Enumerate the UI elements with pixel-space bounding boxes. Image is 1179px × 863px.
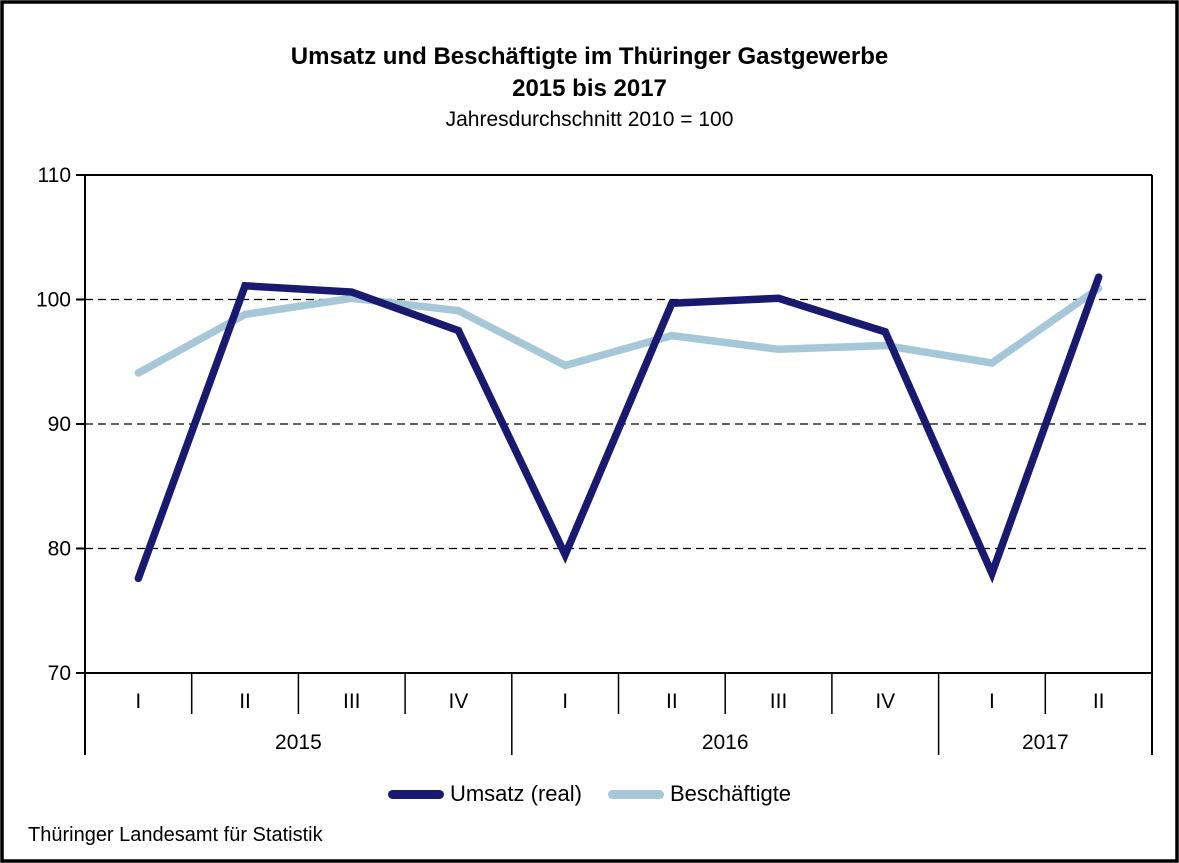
y-tick-label-110: 110 (38, 164, 71, 187)
y-tick-label-70: 70 (48, 662, 71, 685)
legend-label-umsatz: Umsatz (real) (449, 781, 582, 806)
legend: Umsatz (real) Beschäftigte (0, 781, 1179, 807)
series-line-Umsatz (real) (134, 273, 1103, 584)
x-tick-label-quarter: I (562, 690, 568, 713)
legend-item-beschaeftigte: Beschäftigte (607, 781, 792, 807)
legend-swatch-umsatz-icon (387, 789, 444, 799)
x-tick-label-quarter: II (239, 690, 251, 713)
series-line-Beschäftigte (134, 284, 1103, 377)
x-tick-label-quarter: II (666, 690, 678, 713)
chart-subtitle: Jahresdurchschnitt 2010 = 100 (445, 108, 734, 131)
x-tick-label-quarter: III (343, 690, 361, 713)
x-year-label-2015: 2015 (275, 731, 322, 754)
y-tick-label-90: 90 (48, 413, 71, 436)
x-tick-label-quarter: I (135, 690, 141, 713)
x-tick-label-quarter: II (1093, 690, 1105, 713)
legend-label-beschaeftigte: Beschäftigte (669, 781, 792, 806)
x-tick-label-quarter: IV (875, 690, 895, 713)
x-tick-label-quarter: I (989, 690, 995, 713)
chart-title-line1: Umsatz und Beschäftigte im Thüringer Gas… (290, 43, 889, 70)
x-tick-label-quarter: IV (449, 690, 469, 713)
legend-swatch-beschaeftigte-icon (607, 789, 664, 799)
chart-title-line2: 2015 bis 2017 (512, 75, 667, 102)
legend-item-umsatz: Umsatz (real) (387, 781, 582, 807)
y-tick-label-80: 80 (48, 538, 71, 561)
source-note: Thüringer Landesamt für Statistik (28, 824, 323, 846)
x-year-label-2017: 2017 (1022, 731, 1069, 754)
y-tick-label-100: 100 (36, 289, 71, 312)
x-year-label-2016: 2016 (702, 731, 749, 754)
x-tick-label-quarter: III (770, 690, 788, 713)
chart-title-block: Umsatz und Beschäftigte im Thüringer Gas… (0, 41, 1179, 134)
